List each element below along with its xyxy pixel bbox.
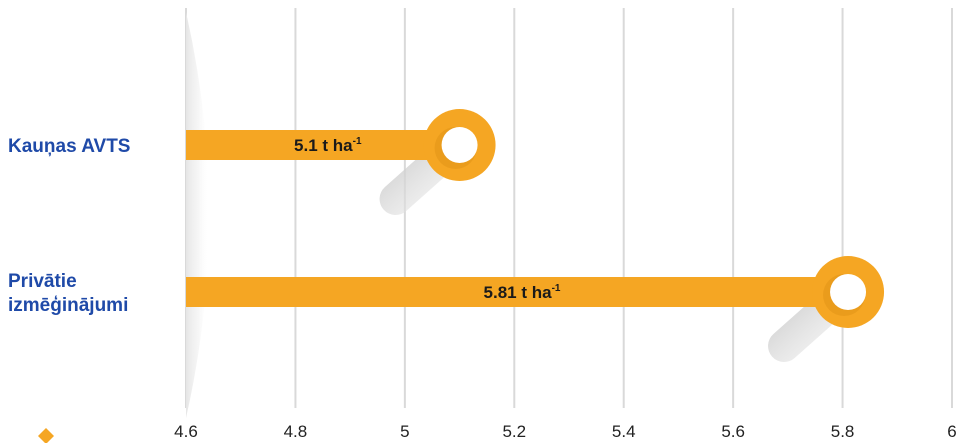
bar-1 xyxy=(186,277,849,307)
bar-value-label-0: 5.1 t ha-1 xyxy=(294,136,362,155)
x-tick-label-2: 5 xyxy=(400,422,409,441)
category-label-0: Kauņas AVTS xyxy=(8,136,130,157)
grid-lines xyxy=(185,8,953,408)
bar-knob-inner-0 xyxy=(441,127,478,163)
x-tick-label-7: 6 xyxy=(947,422,956,441)
bar-group-1: 5.81 t ha-1 xyxy=(186,256,885,362)
decorations xyxy=(38,428,54,443)
bars: 5.1 t ha-15.81 t ha-1 xyxy=(186,109,885,362)
category-label-line-1-0: Privātie xyxy=(8,271,77,292)
bar-knob-inner-1 xyxy=(830,274,867,310)
accent-diamond-icon xyxy=(38,428,54,443)
left-shade xyxy=(186,12,209,418)
category-labels: Kauņas AVTS Privātie izmēģinājumi xyxy=(8,136,130,316)
x-tick-label-0: 4.6 xyxy=(174,422,198,441)
category-label-1: Privātie izmēģinājumi xyxy=(8,271,128,316)
left-axis-shading xyxy=(186,12,209,418)
bar-value-label-1: 5.81 t ha-1 xyxy=(484,283,561,302)
bar-value-unit-sup-1: -1 xyxy=(552,283,561,294)
bar-value-text-1: 5.81 t ha xyxy=(484,283,553,302)
bar-value-unit-sup-0: -1 xyxy=(353,136,362,147)
x-tick-label-1: 4.8 xyxy=(284,422,308,441)
bar-0 xyxy=(186,130,460,160)
bar-group-0: 5.1 t ha-1 xyxy=(186,109,496,215)
category-label-line-1-1: izmēģinājumi xyxy=(8,295,128,316)
x-tick-label-4: 5.4 xyxy=(612,422,636,441)
x-tick-label-3: 5.2 xyxy=(502,422,526,441)
x-axis-tick-labels: 4.6 4.8 5 5.2 5.4 5.6 5.8 6 xyxy=(174,422,957,441)
bar-value-text-0: 5.1 t ha xyxy=(294,136,353,155)
x-tick-label-5: 5.6 xyxy=(721,422,745,441)
category-label-line-0-0: Kauņas AVTS xyxy=(8,136,130,157)
x-tick-label-6: 5.8 xyxy=(831,422,855,441)
